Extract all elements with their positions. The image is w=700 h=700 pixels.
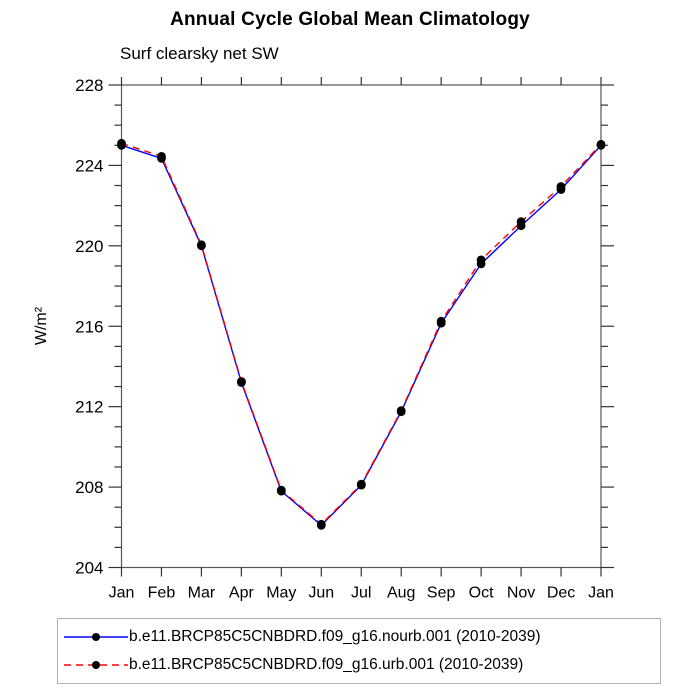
month-tick-label: Nov <box>507 585 535 602</box>
y-tick-label: 224 <box>75 156 103 175</box>
legend: b.e11.BRCP85C5CNBDRD.f09_g16.nourb.001 (… <box>57 618 661 684</box>
series-line-urb <box>121 142 602 526</box>
data-point-marker <box>356 479 366 489</box>
month-tick-label: Jul <box>351 585 371 602</box>
legend-row: b.e11.BRCP85C5CNBDRD.f09_g16.urb.001 (20… <box>63 651 660 679</box>
y-tick-label: 220 <box>75 237 103 256</box>
legend-label: b.e11.BRCP85C5CNBDRD.f09_g16.urb.001 (20… <box>129 656 524 673</box>
legend-line-dashed-icon <box>64 661 128 669</box>
y-tick-label: 228 <box>75 76 103 95</box>
month-tick-label: Sep <box>427 585 456 602</box>
y-tick-label: 208 <box>75 478 103 497</box>
month-tick-label: Aug <box>387 585 415 602</box>
legend-line-solid-icon <box>64 633 128 641</box>
data-point-marker <box>276 485 286 495</box>
plot-frame <box>120 84 602 569</box>
month-tick-label: Jun <box>308 585 334 602</box>
month-tick-label: Oct <box>469 585 494 602</box>
data-point-marker <box>436 316 446 326</box>
month-tick-label: Dec <box>547 585 575 602</box>
data-point-marker <box>396 406 406 416</box>
legend-label: b.e11.BRCP85C5CNBDRD.f09_g16.nourb.001 (… <box>129 628 541 645</box>
data-point-marker <box>157 152 166 161</box>
y-tick-label: 212 <box>75 398 103 417</box>
data-point-marker <box>237 377 246 386</box>
y-tick-label: 204 <box>75 559 103 578</box>
series-line-nourb <box>121 144 602 527</box>
month-tick-label: May <box>266 585 296 602</box>
chart-title: Annual Cycle Global Mean Climatology <box>170 9 530 30</box>
month-tick-label: Apr <box>229 585 255 602</box>
data-point-marker <box>516 217 526 227</box>
month-tick-label: Feb <box>148 585 176 602</box>
month-tick-label: Jan <box>588 585 614 602</box>
chart-subtitle: Surf clearsky net SW <box>120 44 279 63</box>
data-point-marker <box>197 240 206 250</box>
data-point-marker <box>117 138 126 148</box>
month-tick-label: Jan <box>109 585 135 602</box>
data-point-marker <box>316 519 326 529</box>
legend-row: b.e11.BRCP85C5CNBDRD.f09_g16.nourb.001 (… <box>63 623 660 651</box>
data-point-marker <box>556 182 566 191</box>
month-tick-label: Mar <box>188 585 216 602</box>
y-tick-label: 216 <box>75 317 103 336</box>
y-axis-label: W/m² <box>33 306 50 346</box>
data-point-marker <box>476 255 486 265</box>
data-point-marker <box>596 139 606 149</box>
